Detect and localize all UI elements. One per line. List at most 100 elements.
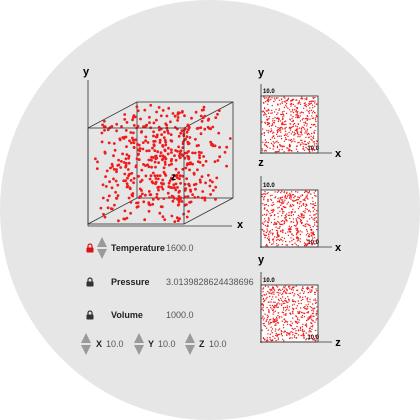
projection-particle <box>304 312 306 315</box>
projection-particle <box>265 298 267 300</box>
projection-particle <box>295 315 297 317</box>
projection-particle <box>315 288 317 290</box>
projection-particle <box>279 130 281 132</box>
lock-icon-active[interactable] <box>86 243 94 253</box>
projection-particle <box>295 199 297 202</box>
temperature-spinner[interactable] <box>96 237 108 259</box>
projection-particle <box>277 315 279 317</box>
projection-particle <box>266 99 269 102</box>
particle <box>179 131 183 135</box>
projection-particle <box>295 191 297 193</box>
projection-particle <box>299 220 302 222</box>
projection-particle <box>303 306 305 309</box>
projection-particle <box>283 289 286 292</box>
projection-particle <box>305 117 308 120</box>
particle <box>100 131 104 135</box>
projection-particle <box>286 305 288 307</box>
projection-particle <box>279 303 281 305</box>
projection-particle <box>279 292 281 294</box>
projection-particle <box>285 314 287 316</box>
projection-particle <box>315 213 317 215</box>
projection-particle <box>304 223 306 225</box>
projection-particle <box>270 142 273 145</box>
lock-icon[interactable] <box>86 277 94 287</box>
projection-particle <box>305 229 308 231</box>
projection-particle <box>284 133 287 135</box>
projection-particle <box>274 320 277 323</box>
projection-particle <box>286 289 288 291</box>
particle <box>130 171 134 175</box>
projection-particle <box>282 199 284 201</box>
projection-particle <box>304 121 307 123</box>
particle <box>136 143 139 146</box>
particle <box>217 131 221 135</box>
projection-particle <box>274 214 276 216</box>
projection-particle <box>298 206 301 208</box>
projection-particle <box>263 230 265 233</box>
projection-particle <box>313 214 315 216</box>
projection-particle <box>275 223 278 226</box>
projection-particle <box>312 312 314 314</box>
lock-icon[interactable] <box>86 310 94 320</box>
projection-particle <box>313 143 316 145</box>
up-arrow-icon[interactable] <box>134 333 144 343</box>
projection-particle <box>303 102 306 105</box>
projection-particle <box>306 204 308 206</box>
projection-particle <box>284 128 286 130</box>
projection-particle <box>285 138 287 141</box>
projection-particle <box>303 149 306 151</box>
particle <box>189 200 193 204</box>
particle <box>107 194 111 198</box>
projection-particle <box>287 201 289 203</box>
projection-particle <box>267 205 270 207</box>
projection-particle <box>301 222 303 224</box>
particle <box>174 188 178 192</box>
projection-particle <box>281 293 283 296</box>
particle <box>173 114 177 118</box>
projection-particle <box>285 310 287 312</box>
projection-particle <box>275 196 277 198</box>
down-arrow-icon[interactable] <box>97 249 107 259</box>
projection-particle <box>271 332 273 334</box>
projection-vertical-label: y <box>258 254 265 266</box>
particle <box>202 108 205 112</box>
projection-particle <box>296 227 298 229</box>
down-arrow-icon[interactable] <box>81 345 91 355</box>
up-arrow-icon[interactable] <box>185 333 195 343</box>
up-arrow-icon[interactable] <box>97 237 107 247</box>
up-arrow-icon[interactable] <box>81 333 91 343</box>
projection-particle <box>282 211 284 213</box>
projection-particle <box>308 327 311 330</box>
projection-particle <box>272 135 274 138</box>
particle <box>129 179 133 182</box>
projection-particle <box>296 321 298 323</box>
projection-particle <box>298 302 300 305</box>
projection-particle <box>306 197 308 199</box>
y-dimension-spinner[interactable] <box>133 333 145 355</box>
y-dimension-label: Y <box>148 339 155 349</box>
projection-particle <box>286 203 288 205</box>
projection-particle <box>288 139 290 141</box>
projection-particle <box>275 151 278 153</box>
down-arrow-icon[interactable] <box>185 345 195 355</box>
projection-particle <box>306 238 308 241</box>
projection-particle <box>281 316 283 318</box>
projection-particle <box>283 106 286 109</box>
projection-particle <box>307 210 310 212</box>
projection-particle <box>289 139 292 142</box>
x-dimension-spinner[interactable] <box>80 333 92 355</box>
projection-particle <box>293 122 296 125</box>
projection-particle <box>274 111 276 113</box>
z-dimension-spinner[interactable] <box>184 333 196 355</box>
projection-particle <box>295 114 297 116</box>
projection-particle <box>266 116 268 118</box>
particle <box>177 200 181 204</box>
particle <box>104 175 107 179</box>
projection-particle <box>314 97 316 99</box>
projection-particle <box>292 312 294 315</box>
projection-particle <box>284 297 287 300</box>
particle <box>136 205 140 208</box>
projection-particle <box>269 295 271 298</box>
down-arrow-icon[interactable] <box>134 345 144 355</box>
projection-particle <box>264 97 266 99</box>
